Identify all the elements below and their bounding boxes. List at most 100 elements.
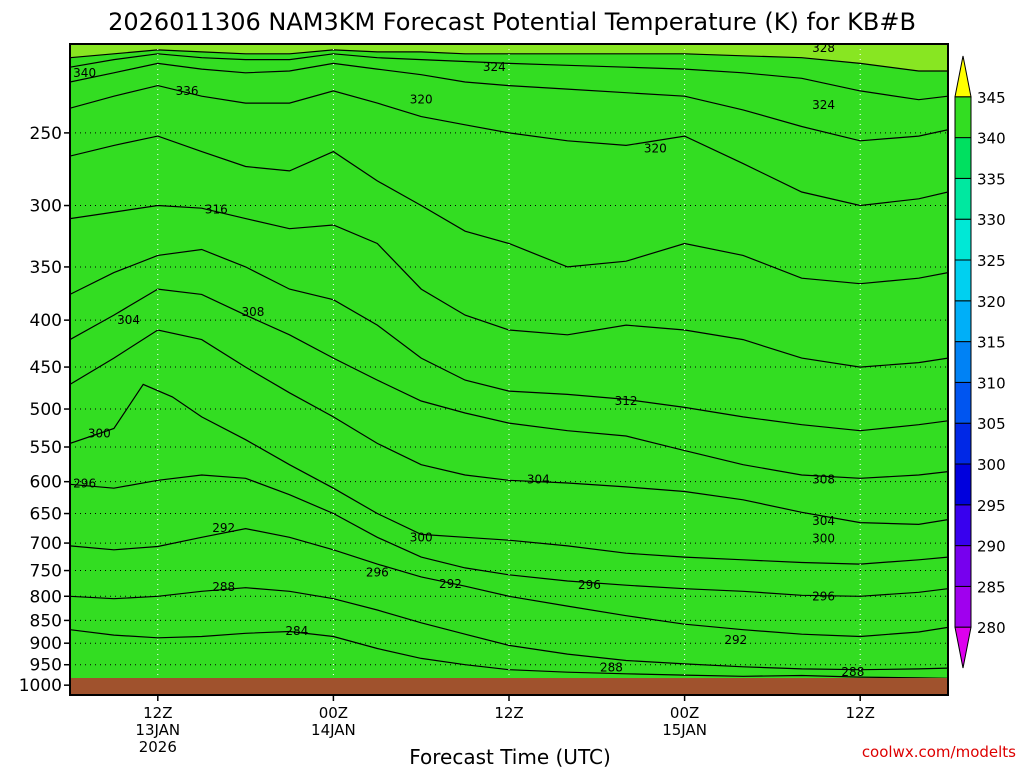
isentrope-300	[70, 383, 948, 565]
isentrope-336	[70, 49, 948, 72]
x-tick-label: 12Z	[143, 704, 172, 722]
x-tick-label: 2026	[139, 738, 177, 756]
isentrope-320	[70, 135, 948, 285]
dotted-gridlines	[70, 44, 948, 695]
colorbar-label: 295	[977, 497, 1006, 515]
y-tick-label: 600	[30, 473, 62, 493]
contour-label: 316	[205, 202, 228, 216]
colorbar-swatch	[954, 177, 972, 220]
y-tick-label: 650	[30, 505, 62, 525]
contour-label: 324	[812, 98, 835, 112]
contour-label: 288	[841, 665, 864, 679]
colorbar-label: 305	[977, 415, 1006, 433]
theta-band-top	[70, 44, 948, 71]
colorbar-label: 335	[977, 170, 1006, 188]
contour-label: 292	[439, 577, 462, 591]
x-tick-label: 12Z	[846, 704, 875, 722]
contour-label: 320	[410, 93, 433, 107]
y-tick-label: 550	[30, 438, 62, 458]
temperature-fills	[70, 44, 948, 695]
colorbar-label: 285	[977, 578, 1006, 596]
y-axis-ticks: 250 300 350 400 450 500 550 600 650 700 750 800 850 9…	[19, 124, 70, 696]
contour-label: 324	[483, 60, 506, 74]
x-tick-label: 13JAN	[135, 721, 180, 739]
isentrope-316	[70, 204, 948, 368]
contour-label: 308	[241, 305, 264, 319]
isentrope-308	[70, 288, 948, 479]
isentrope-332	[70, 53, 948, 101]
y-tick-label: 400	[30, 311, 62, 331]
colorbar-label: 330	[977, 211, 1006, 229]
colorbar-max-arrow	[954, 55, 972, 98]
y-tick-label: 850	[30, 611, 62, 631]
isentrope-304	[70, 329, 948, 526]
contour-label: 340	[73, 66, 96, 80]
colorbar-label: 345	[977, 89, 1006, 107]
y-tick-label: 1000	[19, 676, 62, 696]
contour-label: 336	[176, 84, 199, 98]
contour-label: 300	[88, 427, 111, 441]
colorbar-min-arrow	[954, 626, 972, 669]
contour-label: 304	[527, 473, 550, 487]
isentrope-328	[70, 62, 948, 142]
colorbar-label: 320	[977, 293, 1006, 311]
contour-label: 288	[600, 661, 623, 675]
contour-label: 296	[366, 566, 389, 580]
y-tick-label: 450	[30, 358, 62, 378]
colorbar: 280 285 290 295 300 305 310 315 320 325 330 335 340 3…	[954, 55, 1006, 669]
colorbar-swatch	[954, 585, 972, 628]
contour-label: 284	[285, 624, 308, 638]
isentrope-296	[70, 474, 948, 597]
contour-label: 304	[812, 514, 835, 528]
colorbar-swatch	[954, 545, 972, 587]
colorbar-label: 310	[977, 374, 1006, 392]
x-tick-label: 14JAN	[311, 721, 356, 739]
colorbar-swatch	[954, 422, 972, 465]
colorbar-label: 325	[977, 252, 1006, 270]
y-tick-label: 250	[30, 124, 62, 144]
credit-link[interactable]: coolwx.com/modelts	[862, 743, 1016, 761]
colorbar-label: 340	[977, 130, 1006, 148]
colorbar-swatch	[954, 218, 972, 261]
y-tick-label: 350	[30, 258, 62, 278]
contour-label: 288	[212, 580, 235, 594]
colorbar-swatch	[954, 96, 972, 139]
contour-label: 328	[812, 41, 835, 55]
contour-label: 292	[212, 521, 235, 535]
isentrope-288	[70, 587, 948, 671]
y-tick-label: 800	[30, 587, 62, 607]
x-tick-label: 15JAN	[662, 721, 707, 739]
colorbar-swatch	[954, 463, 972, 506]
plot-area: 340 336 316 304 308 300 296 292 288 284 320 324 328 3…	[70, 41, 948, 695]
terrain-ground	[70, 678, 948, 695]
x-tick-label: 00Z	[670, 704, 699, 722]
x-tick-label: 12Z	[494, 704, 523, 722]
contour-label: 304	[117, 313, 140, 327]
y-tick-label: 950	[30, 656, 62, 676]
colorbar-label: 280	[977, 619, 1006, 637]
colorbar-label: 290	[977, 538, 1006, 556]
isentrope-324	[70, 84, 948, 207]
chart-title: 2026011306 NAM3KM Forecast Potential Tem…	[108, 8, 916, 36]
contour-label: 312	[615, 394, 638, 408]
y-tick-label: 750	[30, 562, 62, 582]
contour-label: 300	[812, 531, 835, 545]
y-tick-label: 700	[30, 534, 62, 554]
y-tick-label: 500	[30, 400, 62, 420]
contour-label: 300	[410, 530, 433, 544]
isentrope-292	[70, 527, 948, 638]
isentrope-312	[70, 248, 948, 432]
x-axis-label: Forecast Time (UTC)	[409, 745, 611, 768]
colorbar-swatch	[954, 341, 972, 383]
colorbar-swatch	[954, 300, 972, 343]
contour-labels: 340 336 316 304 308 300 296 292 288 284 320 324 328 3…	[73, 41, 864, 679]
contour-label: 296	[73, 477, 96, 491]
contour-label: 296	[812, 589, 835, 603]
colorbar-swatch	[954, 137, 972, 179]
colorbar-swatch	[954, 381, 972, 424]
colorbar-label: 300	[977, 456, 1006, 474]
contour-label: 320	[644, 142, 667, 156]
x-tick-label: 00Z	[319, 704, 348, 722]
